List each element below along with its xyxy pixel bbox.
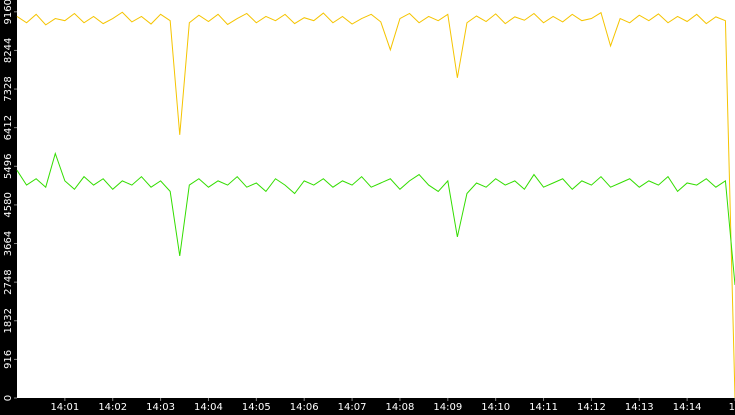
- x-tick-label: 14:11: [529, 402, 558, 413]
- y-tick-label: 3664: [3, 231, 14, 256]
- y-tick-label: 6412: [3, 115, 14, 140]
- x-tick-label: 14:09: [433, 402, 462, 413]
- x-tick-label: 14:05: [242, 402, 271, 413]
- y-tick-label: 0: [3, 395, 14, 401]
- y-tick-label: 7328: [3, 76, 14, 101]
- y-tick-label: 8244: [3, 38, 14, 63]
- y-tick-label: 5496: [3, 154, 14, 179]
- x-tick-label: 14: [729, 402, 735, 413]
- series-line: [16, 151, 735, 286]
- x-tick-label: 14:13: [625, 402, 654, 413]
- y-tick-label: 9160: [3, 0, 14, 25]
- x-tick-label: 14:06: [290, 402, 319, 413]
- x-tick-label: 14:04: [194, 402, 223, 413]
- y-tick-label: 916: [3, 350, 14, 369]
- x-tick-label: 14:10: [481, 402, 510, 413]
- y-tick-label: 4580: [3, 192, 14, 217]
- x-tick-label: 14:07: [338, 402, 367, 413]
- x-tick-label: 14:03: [146, 402, 175, 413]
- series-line: [16, 11, 735, 399]
- x-tick-label: 14:08: [386, 402, 415, 413]
- x-tick-label: 14:01: [50, 402, 79, 413]
- x-tick-label: 14:02: [98, 402, 127, 413]
- y-tick-label: 2748: [3, 269, 14, 294]
- y-tick-label: 1832: [3, 308, 14, 333]
- plot-area: [17, 0, 735, 398]
- x-tick-label: 14:14: [673, 402, 702, 413]
- x-tick-label: 14:12: [577, 402, 606, 413]
